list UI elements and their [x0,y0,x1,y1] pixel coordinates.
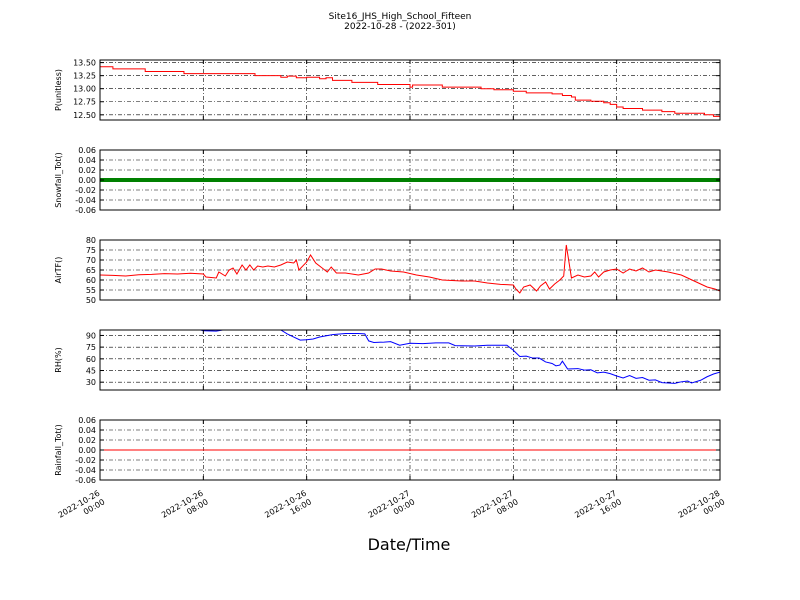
panel-2-ytick-label-0: 80 [86,236,96,245]
panel-0: 13.50 13.25 13.00 12.75 12.50 P(unitless) [54,59,721,121]
panel-3-series-line [200,330,720,384]
panel-0-ylabel: P(unitless) [54,69,63,111]
panel-3-ytick-label-0: 90 [86,331,96,340]
panel-4-ytick-label-2: 0.02 [78,436,96,445]
panel-3-ytick-label-1: 75 [86,343,96,352]
panel-1-ytick-label-2: 0.02 [78,166,96,175]
panel-0-ytick-label-4: 12.50 [73,111,96,120]
chart-title: Site16_JHS_High_School_Fifteen [329,12,472,22]
panel-1-ytick-label-6: -0.06 [75,206,96,215]
panel-1-ytick-label-5: -0.04 [75,196,96,205]
panel-0-series-line [100,66,720,118]
panels-group: 13.50 13.25 13.00 12.75 12.50 P(unitless) 0.06… [54,59,721,485]
panel-2-ytick-label-1: 75 [86,246,96,255]
panel-0-ytick-label-2: 13.00 [73,85,96,94]
panel-1: 0.060.040.020.00-0.02-0.04-0.06 Snowfall_… [54,146,721,215]
panel-3-ytick-label-2: 60 [86,355,96,364]
panel-2-series-line [100,244,720,294]
panel-3-ytick-label-3: 45 [86,367,96,376]
panel-3: 90 75 60 45 30 RH(%) [54,329,721,391]
panel-2-ytick-label-4: 60 [86,276,96,285]
panel-1-ytick-label-0: 0.06 [78,146,96,155]
panel-3-ytick-label-4: 30 [86,378,96,387]
panel-4-ytick-label-3: 0.00 [78,446,96,455]
panel-4-ytick-label-5: -0.04 [75,466,96,475]
panel-2-ylabel: AirTF() [54,257,63,284]
panel-2-ytick-label-5: 55 [86,286,96,295]
panel-0-ytick-label-1: 13.25 [73,72,96,81]
panel-4-ytick-label-1: 0.04 [78,426,96,435]
panel-4-ytick-label-4: -0.02 [75,456,96,465]
panel-2-ytick-label-6: 50 [86,296,96,305]
panel-1-ytick-label-3: 0.00 [78,176,96,185]
panel-0-ytick-label-3: 12.75 [73,98,96,107]
panel-4-ylabel: Rainfall_Tot() [54,424,63,476]
x-axis-label: Date/Time [368,535,451,554]
panel-1-ylabel: Snowfall_Tot() [54,152,63,208]
panel-4-ytick-label-6: -0.06 [75,476,96,485]
panel-1-ytick-label-1: 0.04 [78,156,96,165]
panel-2-ytick-label-2: 70 [86,256,96,265]
panel-3-ylabel: RH(%) [54,347,63,372]
chart-subtitle: 2022-10-28 - (2022-301) [344,22,456,32]
panel-4-ytick-label-0: 0.06 [78,416,96,425]
panel-2-ytick-label-3: 65 [86,266,96,275]
panel-1-ytick-label-4: -0.02 [75,186,96,195]
panel-4: 0.060.040.020.00-0.02-0.04-0.06 Rainfall_… [54,416,721,485]
panel-0-ytick-label-0: 13.50 [73,59,96,68]
